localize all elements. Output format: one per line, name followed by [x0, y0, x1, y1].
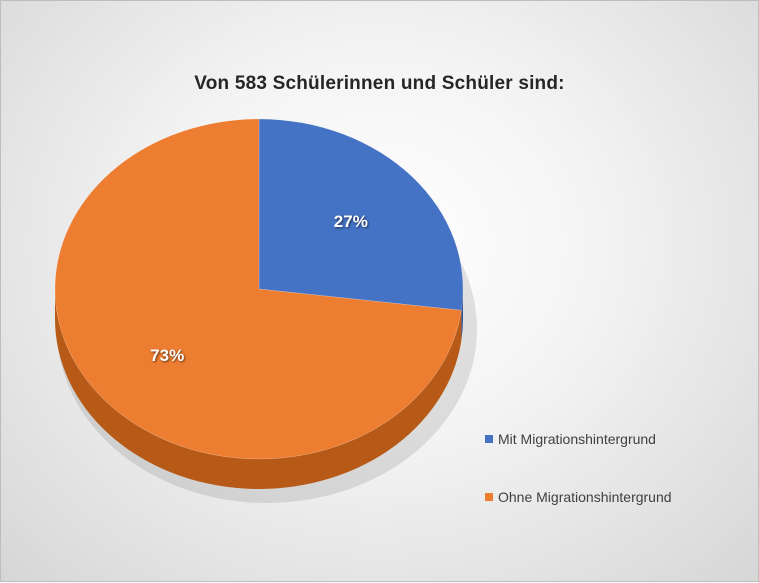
legend-item-ohne: Ohne Migrationshintergrund	[485, 487, 745, 507]
legend-swatch-ohne	[485, 493, 493, 501]
pie-slice-0	[258, 118, 464, 311]
legend-label-ohne: Ohne Migrationshintergrund	[498, 489, 672, 505]
pie-side-0-0	[461, 289, 463, 341]
pie-slice-1	[54, 118, 462, 460]
legend-item-mit: Mit Migrationshintergrund	[485, 429, 745, 449]
pie-side-1-0	[55, 289, 462, 490]
chart-title: Von 583 Schülerinnen und Schüler sind:	[194, 73, 565, 94]
legend: Mit Migrationshintergrund Ohne Migration…	[485, 429, 745, 545]
legend-label-mit: Mit Migrationshintergrund	[498, 431, 656, 447]
data-label-0: 27%	[333, 211, 368, 231]
legend-swatch-mit	[485, 435, 493, 443]
data-label-1: 73%	[150, 346, 185, 366]
